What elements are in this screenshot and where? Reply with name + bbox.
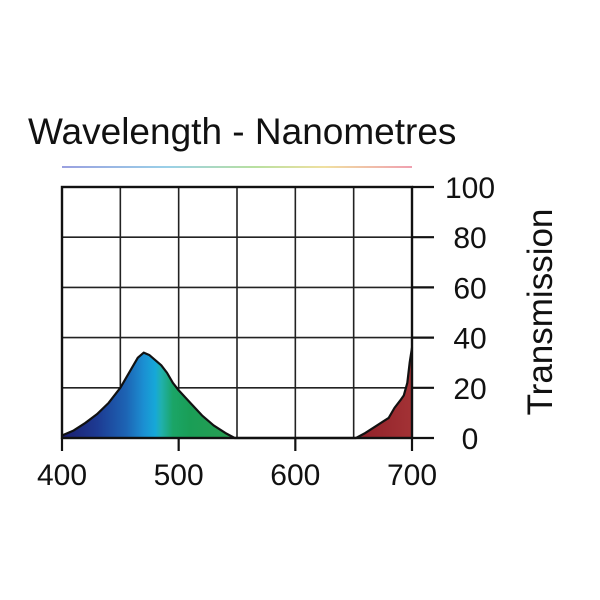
y-axis-label: Transmission — [521, 209, 560, 416]
y-tick-label: 0 — [462, 423, 479, 456]
spectrum-strip — [62, 166, 412, 168]
y-axis-ticks: 0 20 40 60 80 100 — [412, 172, 495, 456]
y-tick-label: 80 — [453, 222, 486, 255]
x-axis-ticks: 400 500 600 700 — [37, 438, 437, 492]
x-tick-label: 500 — [154, 459, 204, 492]
y-tick-label: 40 — [453, 323, 486, 356]
x-tick-label: 700 — [387, 459, 437, 492]
y-tick-label: 100 — [445, 172, 495, 205]
x-tick-label: 600 — [270, 459, 320, 492]
plot-border — [60, 185, 414, 440]
x-tick-label: 400 — [37, 459, 87, 492]
y-tick-label: 60 — [453, 272, 486, 305]
transmission-curve — [61, 347, 414, 440]
chart-title: Wavelength - Nanometres — [28, 111, 456, 152]
y-tick-label: 20 — [453, 373, 486, 406]
transmission-area — [62, 347, 412, 438]
plot-frame — [60, 185, 414, 440]
plot-area — [61, 347, 414, 440]
